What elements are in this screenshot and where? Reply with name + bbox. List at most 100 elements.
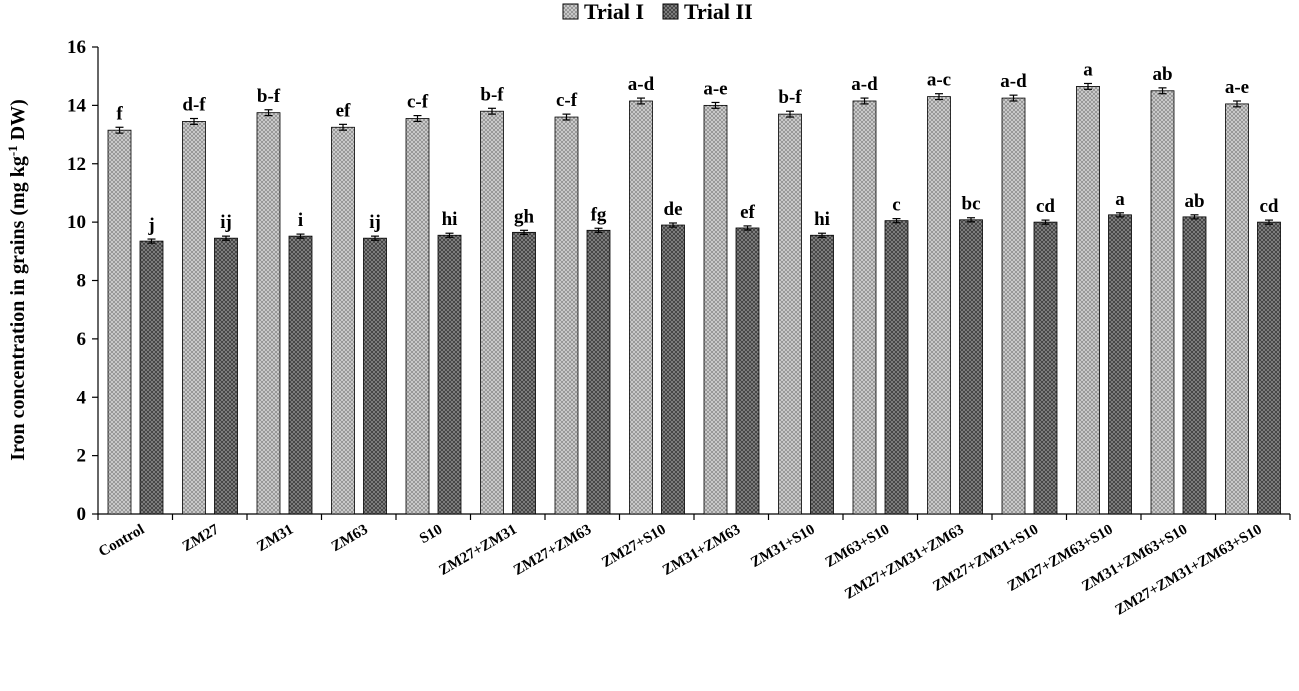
error-bar xyxy=(520,229,528,235)
error-bar xyxy=(147,238,156,244)
significance-label: bc xyxy=(962,194,981,215)
significance-label: a-d xyxy=(628,74,655,95)
x-category-label: ZM27+ZM31 xyxy=(437,522,520,579)
significance-labels: f j d-f ij b-f i ef ij c-f hi b-f gh c-f fg a-d de a-e ef… xyxy=(116,59,1279,236)
significance-label: a-e xyxy=(703,78,727,99)
bar-trial-1 xyxy=(778,113,802,515)
significance-label: a-c xyxy=(927,70,951,91)
bar-trial-2 xyxy=(288,235,313,515)
significance-label: a xyxy=(1083,59,1093,80)
x-category-label: ZM27+S10 xyxy=(599,522,669,571)
x-category-label: ZM27+ZM63 xyxy=(511,522,594,579)
y-tick-label: 8 xyxy=(77,271,87,292)
bar-trial-1 xyxy=(331,126,355,515)
significance-label: fg xyxy=(591,204,607,225)
significance-label: hi xyxy=(814,209,830,230)
error-bar xyxy=(743,225,752,231)
error-bar xyxy=(1116,212,1124,218)
error-bar xyxy=(264,109,273,117)
error-bar xyxy=(1041,219,1050,225)
y-axis-title-suffix: DW) xyxy=(7,99,29,145)
error-bar xyxy=(1265,219,1273,225)
bar-trial-2 xyxy=(363,237,387,515)
bar-trial-1 xyxy=(405,118,430,515)
bar-trial-1 xyxy=(1001,97,1026,515)
bar-trial-2 xyxy=(884,220,909,515)
significance-label: j xyxy=(147,215,154,236)
error-bar xyxy=(594,227,603,233)
x-category-label: ZM31 xyxy=(254,522,296,555)
bar-trial-1 xyxy=(703,104,728,515)
significance-label: cd xyxy=(1036,196,1055,217)
x-category-label: ZM27 xyxy=(180,521,222,555)
significance-label: ef xyxy=(336,100,351,121)
bar-trial-2 xyxy=(437,234,462,515)
y-tick-label: 10 xyxy=(67,212,86,233)
significance-label: c xyxy=(892,195,900,216)
y-tick-label: 4 xyxy=(77,387,87,408)
x-category-label: ZM63 xyxy=(329,522,371,555)
bar-trial-2 xyxy=(810,234,834,515)
x-category-label: ZM31+ZM63 xyxy=(660,522,743,579)
significance-label: gh xyxy=(514,206,535,227)
error-bar xyxy=(786,110,794,118)
x-category-label: ZM63+S10 xyxy=(823,522,893,571)
error-bar xyxy=(892,218,901,224)
y-tick-label: 6 xyxy=(77,329,87,350)
bar-trial-2 xyxy=(1257,221,1281,515)
x-category-label: Control xyxy=(96,522,147,561)
category-labels: Control ZM27 ZM31 ZM63 S10ZM27+ZM31ZM27+ZM63… xyxy=(96,521,1265,618)
legend: Trial I Trial II xyxy=(562,0,753,24)
bar-trial-1 xyxy=(1076,86,1100,515)
error-bar xyxy=(1084,82,1092,90)
significance-label: ab xyxy=(1152,64,1172,85)
bar-trial-2 xyxy=(1033,221,1058,515)
x-category-label: ZM31+S10 xyxy=(748,522,818,571)
significance-label: ef xyxy=(740,202,755,223)
significance-label: hi xyxy=(442,209,458,230)
legend-label-trial-1: Trial I xyxy=(584,0,644,24)
error-bar xyxy=(967,217,975,223)
bar-trial-2 xyxy=(1108,214,1132,515)
y-axis-title-superscript: -1 xyxy=(5,145,20,156)
significance-label: ij xyxy=(220,212,232,233)
x-category-label: S10 xyxy=(417,522,445,548)
error-bar xyxy=(711,101,720,109)
bar-trial-1 xyxy=(480,110,504,515)
y-tick-label: 16 xyxy=(67,37,86,58)
significance-label: b-f xyxy=(480,84,504,105)
error-bar xyxy=(860,97,869,105)
bar-trial-2 xyxy=(586,229,611,515)
error-bar xyxy=(445,232,454,238)
bar-trial-2 xyxy=(139,240,164,515)
error-bar xyxy=(669,222,677,228)
bar-trial-1 xyxy=(256,112,281,515)
bar-trial-1 xyxy=(182,121,206,515)
error-bar xyxy=(1190,214,1199,220)
y-tick-label: 2 xyxy=(77,446,87,467)
bar-trial-1 xyxy=(852,100,877,515)
error-bar xyxy=(1233,100,1241,108)
significance-label: d-f xyxy=(182,95,206,116)
bar-trial-2 xyxy=(661,224,685,515)
bar-trial-1 xyxy=(554,116,579,515)
error-bar xyxy=(1009,94,1018,102)
bar-trial-1 xyxy=(927,96,951,515)
bar-trial-2 xyxy=(735,227,760,515)
error-bar xyxy=(371,235,379,241)
legend-label-trial-2: Trial II xyxy=(684,0,753,24)
error-bars xyxy=(115,82,1273,244)
significance-label: ij xyxy=(369,212,381,233)
y-ticks: 0 2 4 6 8 10 12 14 16 xyxy=(67,37,98,525)
y-axis-title-main: Iron concentration in grains (mg kg xyxy=(7,156,29,461)
significance-label: c-f xyxy=(407,92,429,113)
error-bar xyxy=(222,235,230,241)
bar-trial-1 xyxy=(1225,103,1249,515)
error-bar xyxy=(488,107,496,115)
error-bar xyxy=(190,117,198,125)
x-category-label: ZM27+ZM31+ZM63 xyxy=(842,522,967,603)
x-ticks xyxy=(97,514,1291,520)
significance-label: a-d xyxy=(1000,71,1027,92)
significance-label: c-f xyxy=(556,90,578,111)
